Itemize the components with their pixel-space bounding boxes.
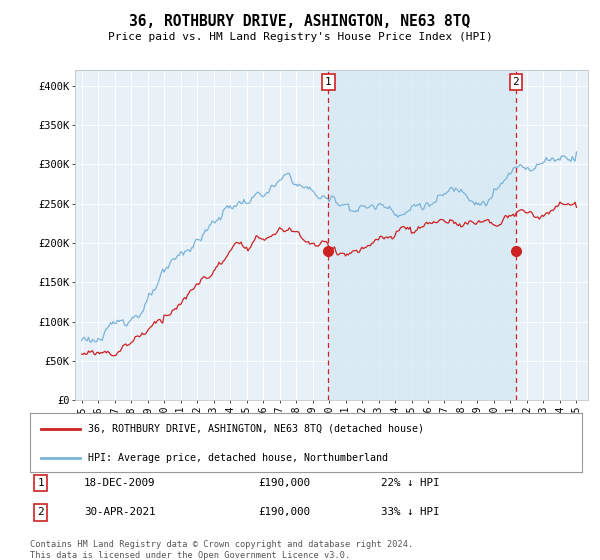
Text: 36, ROTHBURY DRIVE, ASHINGTON, NE63 8TQ (detached house): 36, ROTHBURY DRIVE, ASHINGTON, NE63 8TQ … <box>88 423 424 433</box>
Text: 30-APR-2021: 30-APR-2021 <box>84 507 155 517</box>
Text: 22% ↓ HPI: 22% ↓ HPI <box>381 478 439 488</box>
Text: £190,000: £190,000 <box>258 478 310 488</box>
Text: 2: 2 <box>37 507 44 517</box>
Text: Price paid vs. HM Land Registry's House Price Index (HPI): Price paid vs. HM Land Registry's House … <box>107 32 493 42</box>
Bar <box>328 70 516 400</box>
Text: £190,000: £190,000 <box>258 507 310 517</box>
Text: HPI: Average price, detached house, Northumberland: HPI: Average price, detached house, Nort… <box>88 453 388 463</box>
Text: 2: 2 <box>512 77 519 87</box>
Text: 1: 1 <box>325 77 332 87</box>
Text: Contains HM Land Registry data © Crown copyright and database right 2024.
This d: Contains HM Land Registry data © Crown c… <box>30 540 413 560</box>
Text: 33% ↓ HPI: 33% ↓ HPI <box>381 507 439 517</box>
Text: 36, ROTHBURY DRIVE, ASHINGTON, NE63 8TQ: 36, ROTHBURY DRIVE, ASHINGTON, NE63 8TQ <box>130 14 470 29</box>
Text: 18-DEC-2009: 18-DEC-2009 <box>84 478 155 488</box>
Text: 1: 1 <box>37 478 44 488</box>
